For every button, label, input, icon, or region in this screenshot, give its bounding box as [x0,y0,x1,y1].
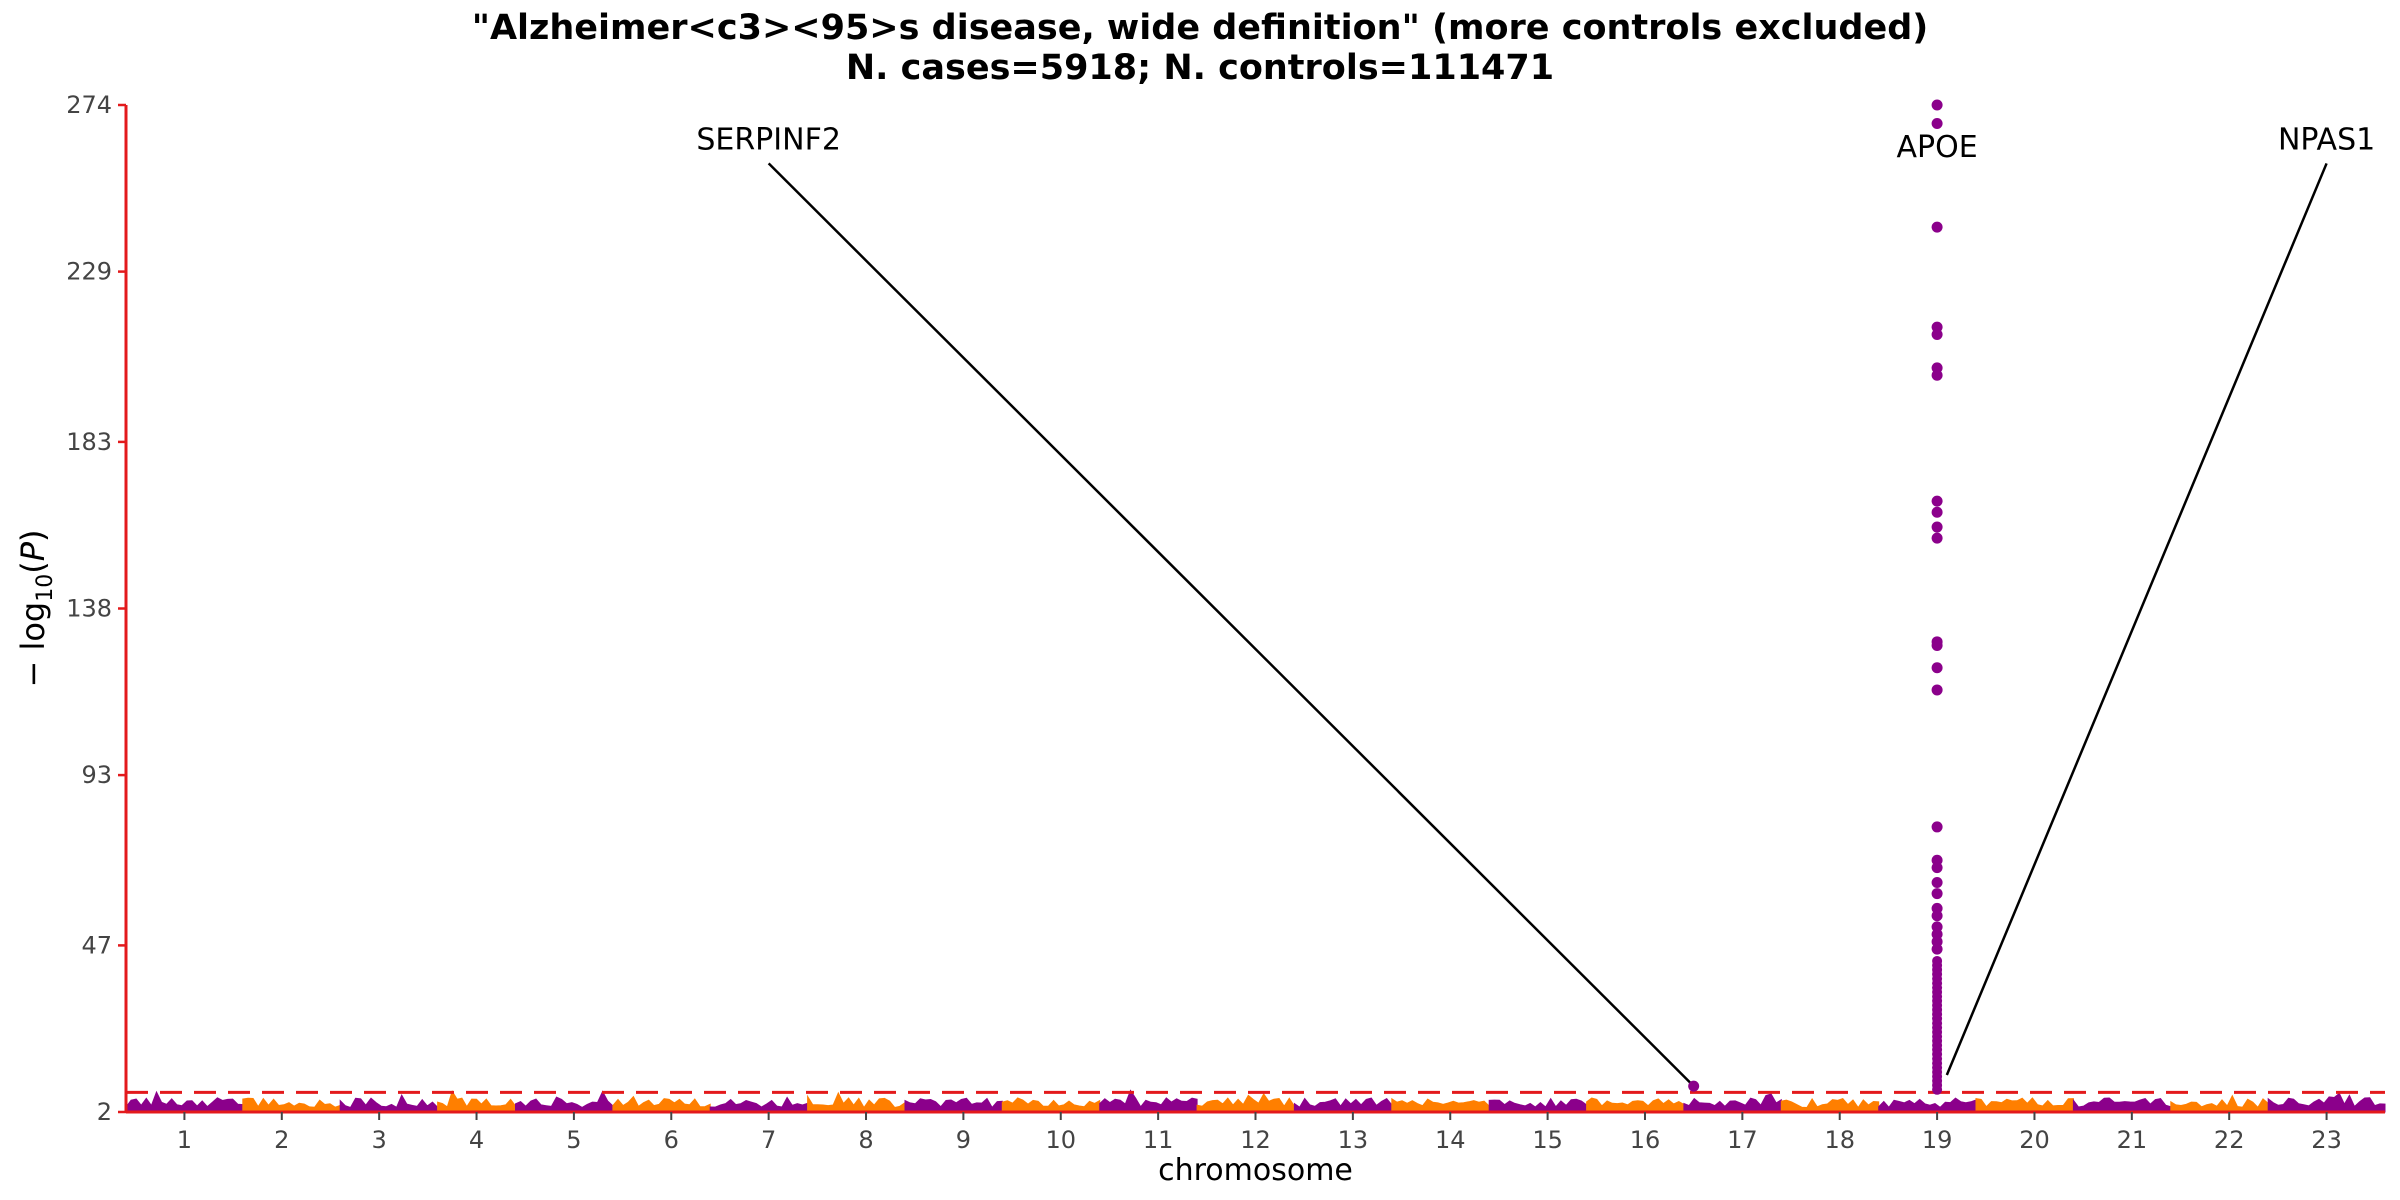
y-tick-label: 274 [66,91,112,119]
highlight-points [1688,99,1943,1095]
data-point [1931,640,1943,652]
x-tick-label: 20 [2019,1126,2050,1154]
chromosome-band-10 [1001,1097,1101,1113]
x-tick-label: 22 [2214,1126,2245,1154]
chromosome-band-14 [1391,1097,1490,1113]
x-tick-label: 9 [956,1126,971,1154]
gene-label-serpinf2: SERPINF2 [696,122,841,157]
x-tick-label: 17 [1727,1126,1758,1154]
x-tick-label: 4 [469,1126,484,1154]
data-point [1688,1080,1700,1092]
y-axis-title: − log10(P) [14,529,58,687]
chromosome-band-19 [1878,1097,1977,1113]
chromosome-band-20 [1975,1097,2074,1113]
x-axis-title: chromosome [1158,1153,1353,1188]
x-tick-label: 12 [1240,1126,1271,1154]
x-tick-label: 11 [1143,1126,1174,1154]
data-point [1932,955,1943,966]
x-tick-label: 3 [372,1126,387,1154]
y-tick-label: 2 [97,1098,112,1126]
x-tick-label: 13 [1338,1126,1369,1154]
data-point [1931,506,1943,518]
data-point [1931,118,1943,130]
chromosome-band-21 [2072,1097,2172,1113]
x-tick-label: 8 [858,1126,873,1154]
x-tick-label: 19 [1922,1126,1953,1154]
x-tick-label: 1 [177,1126,192,1154]
chromosome-band-3 [339,1093,439,1113]
gene-label-apoe: APOE [1897,130,1978,165]
data-point [1931,369,1943,381]
x-tick-label: 2 [274,1126,289,1154]
annotation-leader-lines [767,162,2328,1087]
chromosome-band-4 [437,1090,516,1113]
x-tick-label: 23 [2311,1126,2342,1154]
chromosome-band-18 [1780,1097,1880,1113]
chromosome-band-23 [2267,1092,2386,1113]
chart-title: "Alzheimer<c3><95>s disease, wide defini… [471,8,1929,48]
x-tick-label: 16 [1630,1126,1661,1154]
data-point [1931,329,1943,341]
chromosome-band-16 [1586,1097,1685,1113]
data-point [1931,862,1943,874]
leader-line-npas1 [1945,162,2328,1076]
data-point [1931,495,1943,507]
x-tick-label: 7 [761,1126,776,1154]
x-tick-label: 5 [566,1126,581,1154]
data-point [1931,684,1943,696]
chromosome-band-1 [125,1090,244,1113]
data-point [1931,876,1943,888]
chart-subtitle: N. cases=5918; N. controls=111471 [845,48,1555,88]
chromosome-band-13 [1293,1097,1393,1113]
chromosome-band-11 [1099,1089,1198,1113]
y-tick-label: 138 [66,595,112,623]
y-tick-label: 183 [66,428,112,456]
y-tick-label: 47 [81,931,112,959]
chromosome-band-15 [1488,1097,1588,1113]
leader-line-serpinf2 [767,162,1695,1087]
gene-label-npas1: NPAS1 [2278,122,2375,157]
y-tick-label: 93 [81,761,112,789]
y-tick-label: 229 [66,258,112,286]
data-point [1931,888,1943,900]
chromosome-band-5 [515,1090,614,1113]
data-point [1931,99,1943,111]
data-point [1931,521,1943,533]
data-point [1931,821,1943,833]
gene-labels: SERPINF2 APOE NPAS1 [696,122,2375,164]
x-tick-label: 6 [664,1126,679,1154]
x-tick-label: 10 [1045,1126,1076,1154]
x-tick-label: 14 [1435,1126,1466,1154]
chromosome-band-9 [904,1097,1003,1113]
chromosome-band-8 [807,1091,906,1113]
chromosome-band-7 [709,1096,809,1113]
chromosome-band-6 [612,1095,711,1113]
data-point [1931,910,1943,922]
chromosome-band-17 [1683,1093,1782,1113]
data-point [1931,532,1943,544]
x-tick-label: 15 [1532,1126,1563,1154]
chromosome-band-12 [1196,1093,1295,1113]
data-point [1931,221,1943,233]
chromosome-band-22 [2170,1094,2269,1113]
snp-background-band [125,1089,2386,1113]
x-tick-label: 18 [1824,1126,1855,1154]
x-tick-label: 21 [2117,1126,2148,1154]
data-point [1931,662,1943,674]
chromosome-band-2 [242,1097,341,1113]
data-point [1931,943,1943,955]
